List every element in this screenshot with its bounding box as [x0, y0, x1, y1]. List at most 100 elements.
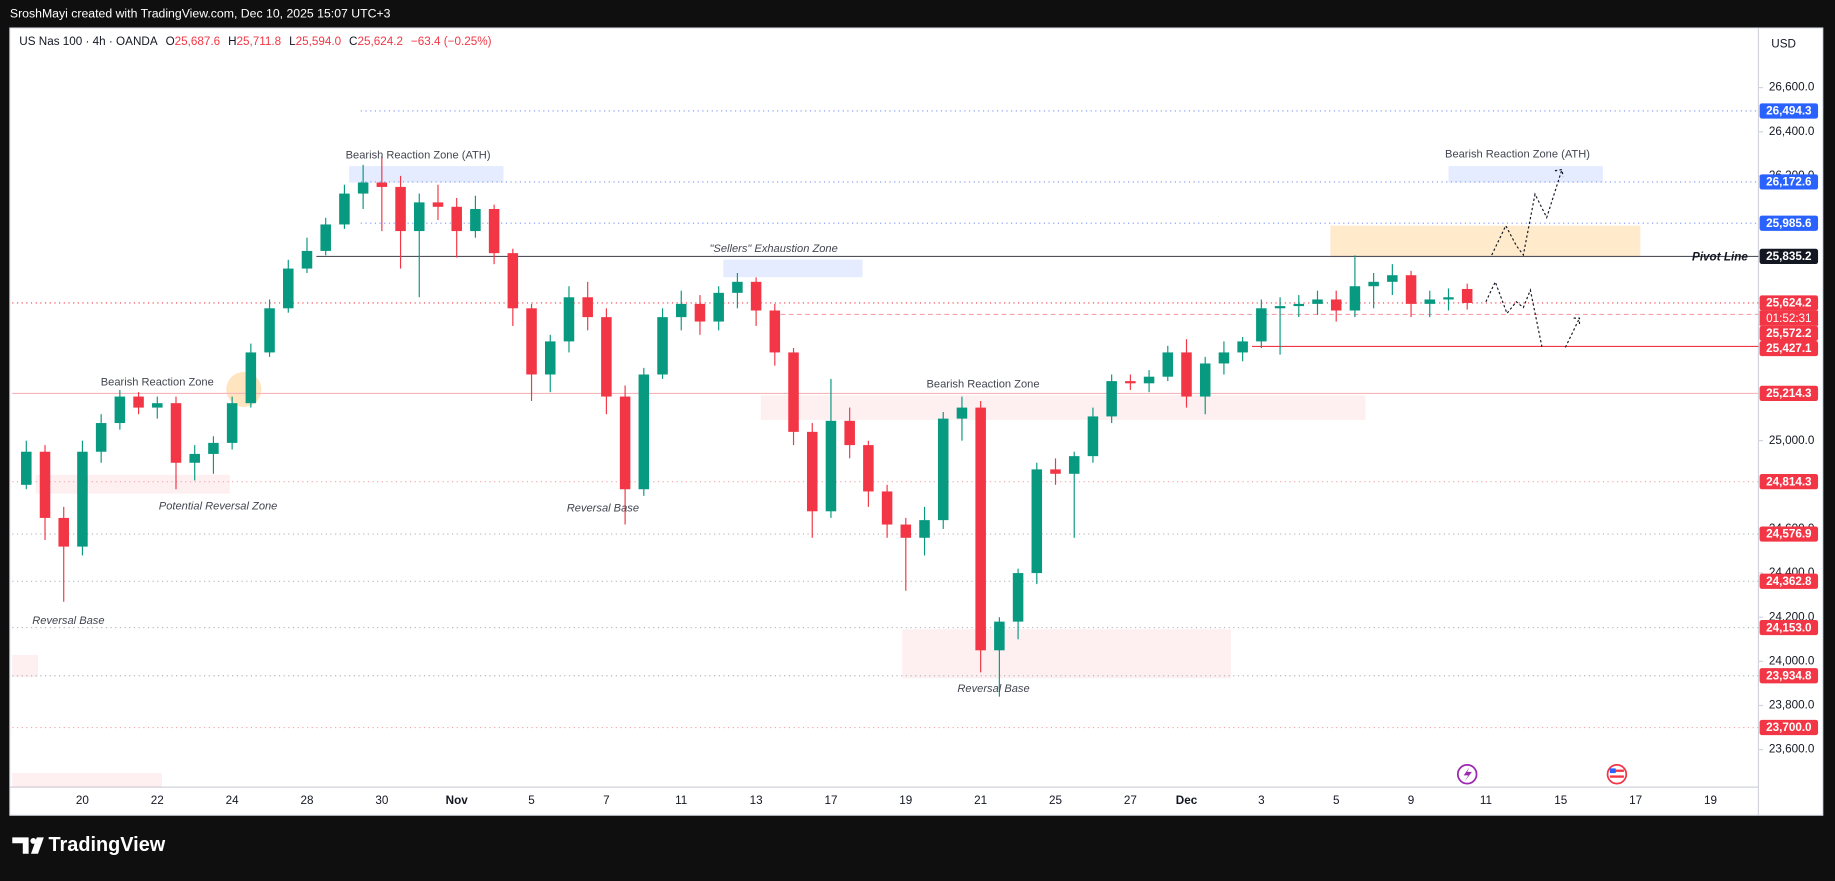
- candle-body: [1181, 352, 1192, 397]
- logo: [30, 837, 37, 844]
- event-icon: [1609, 768, 1616, 774]
- candle-body: [732, 281, 743, 293]
- ohlc-value: 25,594.0: [296, 35, 342, 48]
- candle-body: [58, 517, 69, 547]
- price-badge-label: 25,985.6: [1766, 217, 1812, 230]
- x-tick-label: 5: [528, 794, 535, 807]
- candle-body: [863, 445, 874, 492]
- y-tick-label: 23,800.0: [1769, 699, 1815, 712]
- x-tick-label: 27: [1124, 794, 1137, 807]
- candle-body: [713, 292, 724, 322]
- event-icon: [1606, 764, 1628, 785]
- candle-body: [114, 396, 126, 424]
- candle-body: [1218, 352, 1230, 364]
- candle-body: [320, 224, 331, 251]
- ohlc-key: H: [228, 35, 236, 48]
- change: −63.4 (−0.25%): [411, 35, 492, 48]
- brand-name: TradingView: [49, 834, 166, 856]
- x-tick-label: 20: [76, 794, 90, 807]
- candle-body: [1106, 381, 1117, 417]
- candle-body: [1312, 299, 1323, 304]
- price-badge-label: 26,494.3: [1766, 105, 1812, 118]
- candle-body: [563, 297, 575, 342]
- candle-body: [582, 297, 593, 318]
- candle-body: [1349, 286, 1361, 311]
- zone: [349, 166, 504, 183]
- candle-body: [95, 423, 107, 452]
- ohlc-key: O: [166, 35, 175, 48]
- zone: [1448, 166, 1603, 183]
- x-tick-label: Nov: [446, 794, 469, 807]
- candle-body: [601, 317, 612, 397]
- legend: US Nas 100 · 4h · OANDA O25,687.6 H25,71…: [19, 35, 491, 48]
- price-badge-label: 24,814.3: [1766, 475, 1812, 488]
- price-badge: [1759, 248, 1819, 265]
- arrow-head: [1573, 317, 1581, 326]
- price-badge-label: 25,214.3: [1766, 387, 1812, 400]
- price-badge: [1759, 215, 1819, 231]
- candle-body: [1274, 306, 1286, 309]
- candle-body: [1405, 275, 1417, 304]
- annotation: Bearish Reaction Zone: [926, 379, 1039, 391]
- x-tick-label: 30: [375, 794, 389, 807]
- event-icons: [1456, 764, 1628, 785]
- candle-body: [975, 407, 986, 651]
- candle-body: [1031, 469, 1043, 574]
- candle-body: [507, 253, 519, 309]
- candle-body: [245, 352, 257, 404]
- candle-body: [189, 453, 200, 463]
- ohlc-value: 25,624.2: [358, 35, 404, 48]
- annotation: Reversal Base: [567, 503, 639, 515]
- candle-body: [432, 202, 444, 207]
- candle-body: [488, 209, 500, 254]
- brand: TradingView: [12, 834, 166, 856]
- candle-body: [414, 202, 425, 232]
- candle-body: [544, 341, 556, 375]
- projection-path: [1491, 169, 1563, 257]
- price-badge-label: 24,576.9: [1766, 528, 1812, 541]
- price-badge-label: 26,172.6: [1766, 176, 1812, 189]
- symbol: US Nas 100 · 4h · OANDA: [19, 35, 158, 48]
- candles: [21, 156, 1473, 697]
- x-tick-label: 5: [1333, 794, 1340, 807]
- x-tick-label: 22: [151, 794, 164, 807]
- candle-body: [208, 442, 219, 454]
- x-tick-label: 28: [300, 794, 313, 807]
- zone: [35, 474, 230, 494]
- time-labels: 20 22 24 28 30 Nov 5 7 11 13 17 19 21 25 27 Dec 3 5 9 11 15 1…: [76, 794, 1717, 807]
- candle-body: [301, 250, 313, 269]
- x-tick-label: 13: [750, 794, 763, 807]
- candle-body: [657, 317, 668, 375]
- zone: [902, 629, 1231, 679]
- candle-body: [1143, 376, 1155, 384]
- price-badge: [1759, 174, 1819, 190]
- annotation: Bearish Reaction Zone (ATH): [1445, 148, 1590, 160]
- price-badge-label: 25,624.2: [1766, 297, 1812, 310]
- price-badge: [1759, 526, 1819, 542]
- candle-body: [395, 186, 406, 232]
- zone: [12, 773, 162, 788]
- x-tick-label: 15: [1554, 794, 1568, 807]
- x-tick-label: 25: [1049, 794, 1063, 807]
- price-badge: [1759, 719, 1819, 736]
- zone: [12, 654, 38, 678]
- price-badge: [1759, 325, 1819, 341]
- price-badge: [1759, 668, 1819, 684]
- candle-body: [769, 310, 781, 353]
- price-badge: [1759, 295, 1819, 311]
- candle-body: [1330, 299, 1342, 311]
- price-badge: [1759, 619, 1819, 636]
- ohlc-value: 25,711.8: [237, 35, 282, 48]
- y-tick-label: 26,400.0: [1769, 125, 1815, 138]
- candle-body: [900, 524, 912, 538]
- ohlc-key: C: [349, 35, 357, 48]
- candle-body: [77, 451, 88, 547]
- candle-body: [357, 182, 369, 194]
- candle-body: [1162, 352, 1174, 377]
- price-badge-label: 25,427.1: [1766, 342, 1812, 355]
- candle-body: [694, 303, 706, 322]
- zone: [1330, 225, 1641, 258]
- price-badge: [1759, 340, 1819, 357]
- candle-body: [339, 193, 350, 225]
